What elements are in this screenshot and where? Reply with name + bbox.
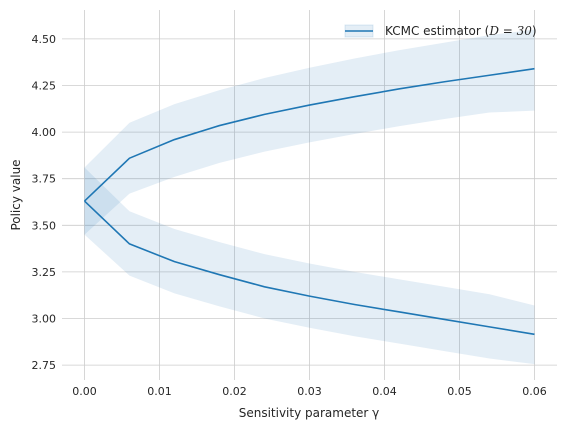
y-tick-label: 4.25 xyxy=(32,79,57,92)
legend: KCMC estimator (D = 30) xyxy=(344,24,537,38)
y-tick-label: 3.50 xyxy=(32,219,57,232)
confidence-band-upper xyxy=(84,29,535,235)
x-tick-label: 0.05 xyxy=(447,385,472,398)
x-tick-label: 0.04 xyxy=(372,385,397,398)
series-line-upper xyxy=(83,67,535,202)
y-tick-label: 3.75 xyxy=(32,173,57,186)
legend-label: KCMC estimator (D = 30) xyxy=(385,24,537,38)
y-axis-label: Policy value xyxy=(9,159,23,230)
y-tick-label: 4.00 xyxy=(32,126,57,139)
series-line-lower xyxy=(83,200,535,336)
x-tick-labels: 0.00 0.01 0.02 0.03 0.04 0.05 0.06 xyxy=(72,385,547,398)
x-axis-label: Sensitivity parameter γ xyxy=(239,406,380,420)
y-tick-label: 3.25 xyxy=(32,266,57,279)
x-tick-label: 0.03 xyxy=(297,385,322,398)
y-tick-label: 2.75 xyxy=(32,359,57,372)
x-tick-label: 0.06 xyxy=(522,385,547,398)
x-tick-label: 0.01 xyxy=(147,385,172,398)
y-tick-label: 4.50 xyxy=(32,33,57,46)
grid xyxy=(62,10,557,380)
series-lines xyxy=(83,67,535,336)
y-tick-label: 3.00 xyxy=(32,312,57,325)
y-tick-labels: 2.75 3.00 3.25 3.50 3.75 4.00 4.25 4.50 xyxy=(32,33,57,372)
x-tick-label: 0.02 xyxy=(222,385,247,398)
x-tick-label: 0.00 xyxy=(72,385,97,398)
